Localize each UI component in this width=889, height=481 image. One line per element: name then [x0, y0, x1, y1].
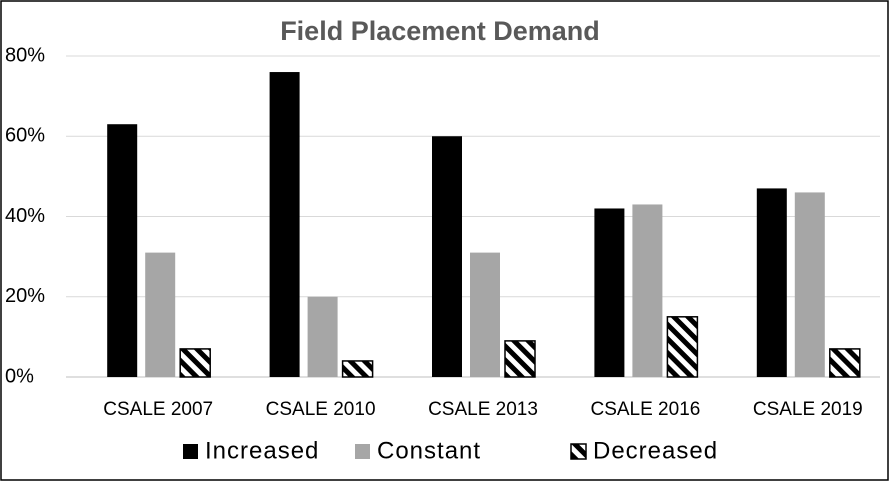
- bar: [269, 72, 300, 378]
- y-tick-label: 60%: [5, 125, 45, 147]
- bar: [432, 136, 462, 377]
- legend-label: Increased: [205, 437, 319, 464]
- x-tick-label: CSALE 2007: [103, 399, 213, 420]
- x-tick-label: CSALE 2013: [428, 399, 538, 420]
- bar: [107, 124, 138, 378]
- bar: [145, 252, 176, 377]
- legend-label: Constant: [377, 437, 481, 464]
- y-tick-label: 0%: [5, 365, 34, 387]
- y-tick-label: 80%: [5, 44, 45, 66]
- legend-label: Decreased: [593, 437, 718, 464]
- bar: [794, 192, 825, 377]
- bar: [829, 348, 861, 378]
- legend-swatch: [183, 444, 198, 459]
- x-tick-label: CSALE 2010: [266, 399, 376, 420]
- legend-swatch: [355, 444, 370, 459]
- bar: [341, 360, 374, 378]
- y-tick-label: 20%: [5, 285, 45, 307]
- bar: [179, 348, 211, 378]
- y-tick-label: 40%: [5, 205, 45, 227]
- bar: [504, 340, 536, 378]
- bar: [756, 188, 787, 377]
- bar: [666, 316, 699, 378]
- bar: [470, 252, 500, 377]
- legend-swatch: [570, 443, 587, 460]
- chart-title: Field Placement Demand: [280, 16, 600, 46]
- x-tick-label: CSALE 2019: [753, 399, 863, 420]
- bar: [594, 208, 625, 377]
- x-tick-label: CSALE 2016: [590, 399, 700, 420]
- bar: [307, 296, 338, 377]
- bar: [632, 204, 663, 377]
